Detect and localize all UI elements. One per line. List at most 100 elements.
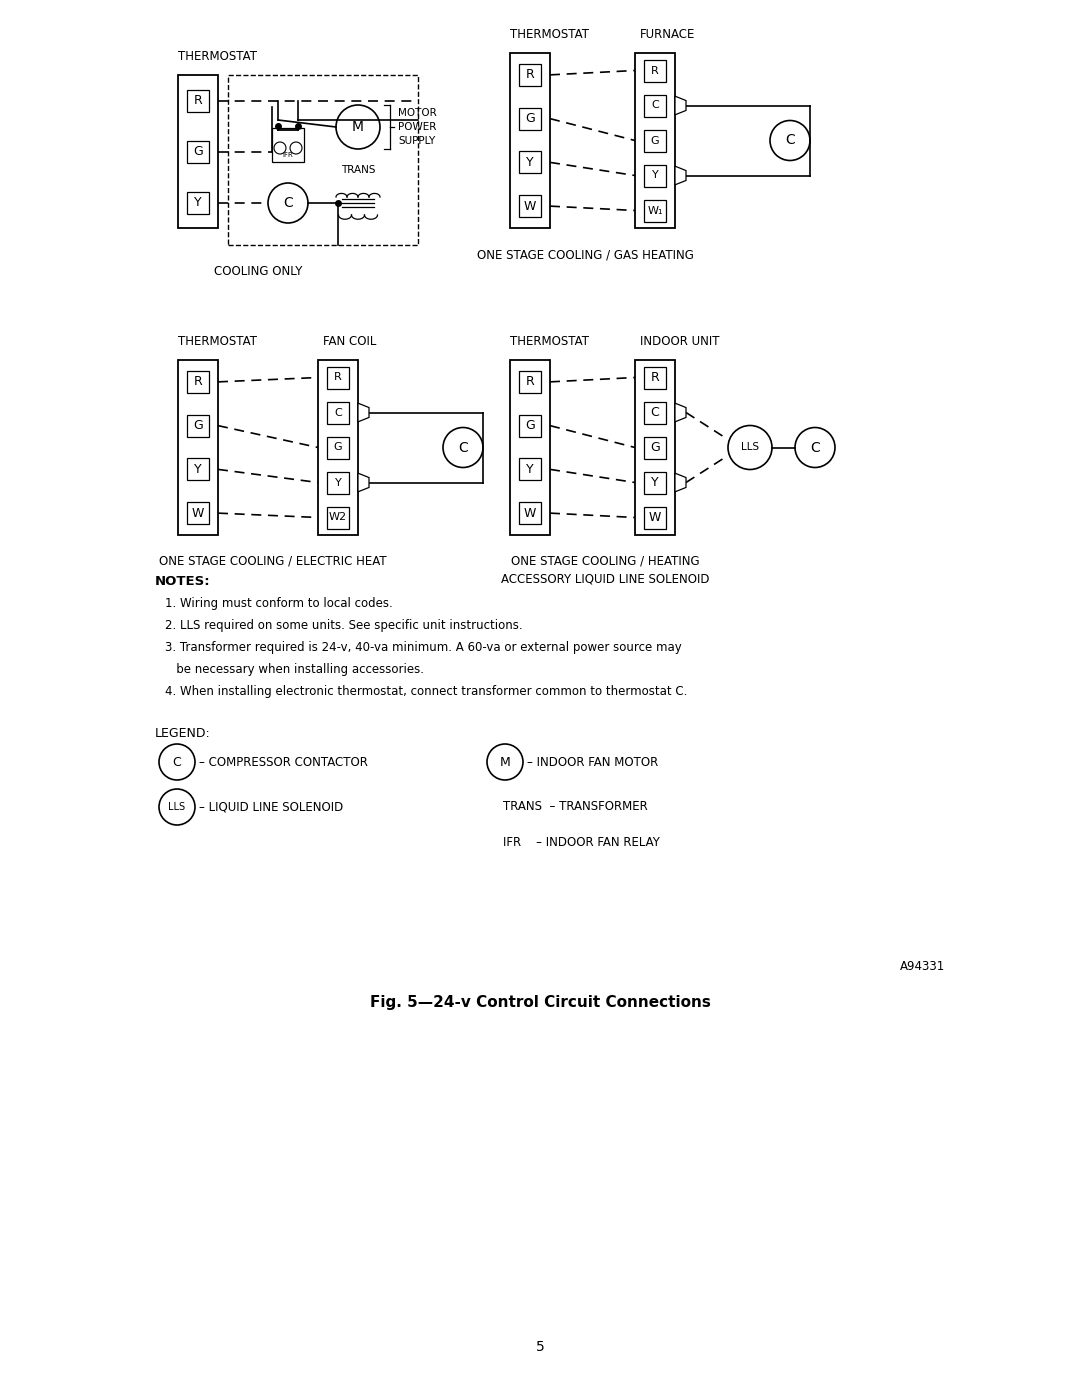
Text: G: G xyxy=(525,112,535,126)
Text: IFR    – INDOOR FAN RELAY: IFR – INDOOR FAN RELAY xyxy=(503,835,660,848)
Polygon shape xyxy=(357,474,369,492)
Text: W: W xyxy=(192,507,204,520)
Text: COOLING ONLY: COOLING ONLY xyxy=(214,265,302,278)
Text: Y: Y xyxy=(651,170,659,180)
Bar xyxy=(187,191,210,214)
Text: TRANS  – TRANSFORMER: TRANS – TRANSFORMER xyxy=(503,800,648,813)
Bar xyxy=(327,401,349,423)
Text: ACCESSORY LIQUID LINE SOLENOID: ACCESSORY LIQUID LINE SOLENOID xyxy=(501,573,710,585)
Bar xyxy=(644,95,666,116)
Bar xyxy=(187,141,210,162)
Text: G: G xyxy=(193,145,203,158)
Text: Y: Y xyxy=(526,156,534,169)
Text: Y: Y xyxy=(194,462,202,476)
Text: Y: Y xyxy=(335,478,341,488)
Text: SUPPLY: SUPPLY xyxy=(399,136,435,147)
Bar xyxy=(187,458,210,481)
Bar xyxy=(178,360,218,535)
Text: FURNACE: FURNACE xyxy=(640,28,696,41)
Text: C: C xyxy=(810,440,820,454)
Text: G: G xyxy=(525,419,535,432)
Polygon shape xyxy=(357,404,369,422)
Text: C: C xyxy=(458,440,468,454)
Text: FAN COIL: FAN COIL xyxy=(323,335,376,348)
Bar xyxy=(187,415,210,437)
Polygon shape xyxy=(675,96,686,115)
Text: W: W xyxy=(524,200,536,212)
Text: C: C xyxy=(283,196,293,210)
Bar xyxy=(519,415,541,437)
Text: POWER: POWER xyxy=(399,122,436,131)
Text: INDOOR UNIT: INDOOR UNIT xyxy=(640,335,719,348)
Text: Fig. 5—24-v Control Circuit Connections: Fig. 5—24-v Control Circuit Connections xyxy=(369,995,711,1010)
Text: THERMOSTAT: THERMOSTAT xyxy=(178,50,257,63)
Text: 4. When installing electronic thermostat, connect transformer common to thermost: 4. When installing electronic thermostat… xyxy=(165,685,687,698)
Text: NOTES:: NOTES: xyxy=(156,576,211,588)
Bar xyxy=(519,458,541,481)
Text: IFR: IFR xyxy=(283,152,294,158)
Text: R: R xyxy=(651,66,659,75)
Bar xyxy=(519,196,541,217)
Text: C: C xyxy=(650,407,660,419)
Text: C: C xyxy=(173,756,181,768)
Bar xyxy=(228,75,418,244)
Text: ONE STAGE COOLING / GAS HEATING: ONE STAGE COOLING / GAS HEATING xyxy=(476,249,693,261)
Bar xyxy=(178,75,218,228)
Text: R: R xyxy=(193,94,202,108)
Text: 2. LLS required on some units. See specific unit instructions.: 2. LLS required on some units. See speci… xyxy=(165,619,523,631)
Text: G: G xyxy=(334,443,342,453)
Bar xyxy=(519,64,541,85)
Bar xyxy=(187,502,210,524)
Text: G: G xyxy=(193,419,203,432)
Bar xyxy=(644,200,666,222)
Bar xyxy=(519,370,541,393)
Text: THERMOSTAT: THERMOSTAT xyxy=(510,28,589,41)
Text: M: M xyxy=(500,756,511,768)
Text: W: W xyxy=(649,511,661,524)
Text: W: W xyxy=(524,507,536,520)
Text: LLS: LLS xyxy=(168,802,186,812)
Bar xyxy=(644,436,666,458)
Bar xyxy=(644,472,666,493)
Text: C: C xyxy=(334,408,342,418)
Bar xyxy=(519,151,541,173)
Bar xyxy=(272,129,303,162)
Text: THERMOSTAT: THERMOSTAT xyxy=(178,335,257,348)
Bar xyxy=(510,53,550,228)
Text: LLS: LLS xyxy=(741,443,759,453)
Text: 5: 5 xyxy=(536,1340,544,1354)
Bar xyxy=(635,360,675,535)
Bar xyxy=(318,360,357,535)
Text: R: R xyxy=(526,376,535,388)
Bar xyxy=(644,130,666,151)
Bar xyxy=(327,472,349,493)
Text: M: M xyxy=(352,120,364,134)
Text: C: C xyxy=(651,101,659,110)
Text: R: R xyxy=(193,376,202,388)
Text: – INDOOR FAN MOTOR: – INDOOR FAN MOTOR xyxy=(527,756,658,768)
Text: be necessary when installing accessories.: be necessary when installing accessories… xyxy=(165,664,424,676)
Bar xyxy=(327,436,349,458)
Bar xyxy=(327,366,349,388)
Bar xyxy=(327,507,349,528)
Bar xyxy=(644,60,666,81)
Text: Y: Y xyxy=(526,462,534,476)
Text: MOTOR: MOTOR xyxy=(399,108,436,117)
Text: R: R xyxy=(650,372,660,384)
Text: TRANS: TRANS xyxy=(341,165,375,175)
Text: Y: Y xyxy=(194,196,202,210)
Bar xyxy=(644,401,666,423)
Text: THERMOSTAT: THERMOSTAT xyxy=(510,335,589,348)
Text: 1. Wiring must conform to local codes.: 1. Wiring must conform to local codes. xyxy=(165,597,393,610)
Text: ONE STAGE COOLING / HEATING: ONE STAGE COOLING / HEATING xyxy=(511,555,700,569)
Polygon shape xyxy=(675,474,686,492)
Text: W2: W2 xyxy=(329,513,347,522)
Bar xyxy=(519,108,541,130)
Polygon shape xyxy=(675,166,686,184)
Text: G: G xyxy=(650,441,660,454)
Text: – LIQUID LINE SOLENOID: – LIQUID LINE SOLENOID xyxy=(199,800,343,813)
Text: W₁: W₁ xyxy=(647,205,663,215)
Text: C: C xyxy=(785,134,795,148)
Text: R: R xyxy=(526,68,535,81)
Text: – COMPRESSOR CONTACTOR: – COMPRESSOR CONTACTOR xyxy=(199,756,368,768)
